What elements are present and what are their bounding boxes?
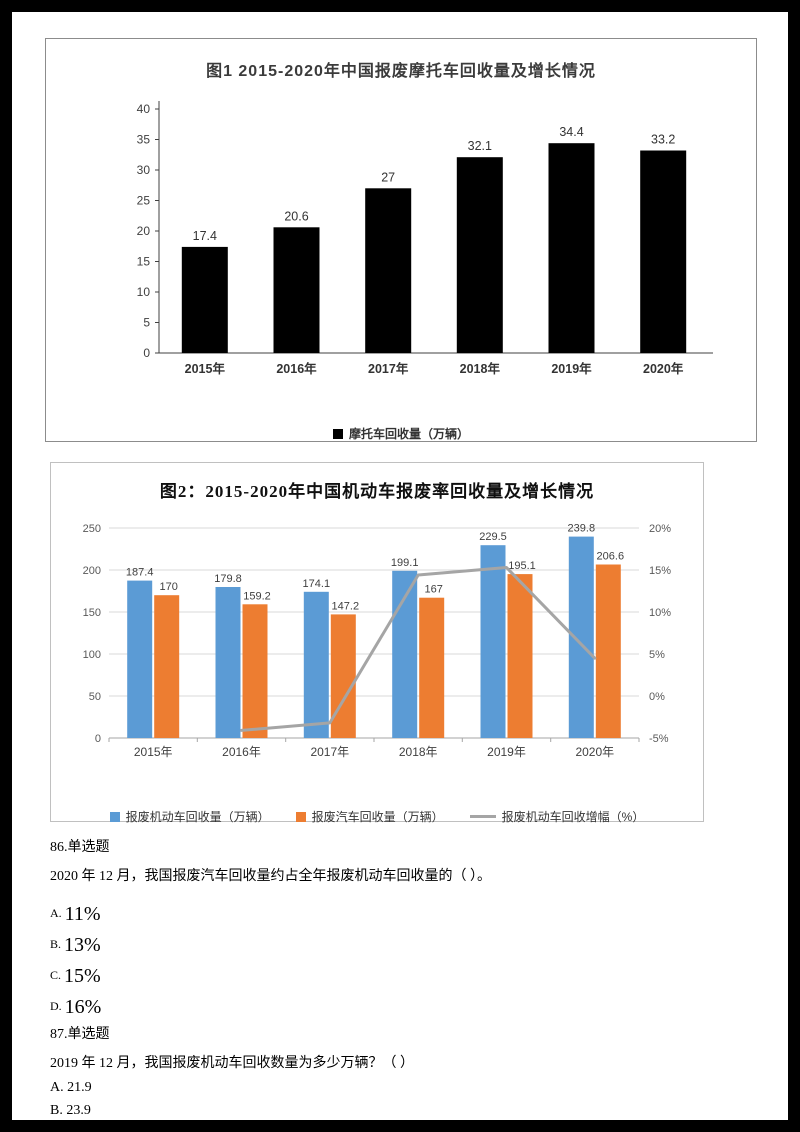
chart1-legend: 摩托车回收量（万辆） xyxy=(46,425,756,442)
question-87-text: 2019 年 12 月，我国报废机动车回收数量为多少万辆？（ ） xyxy=(50,1056,414,1071)
svg-text:0%: 0% xyxy=(649,691,665,703)
chart2-legend: 报废机动车回收量（万辆） 报废汽车回收量（万辆） 报废机动车回收增幅（%） xyxy=(51,808,703,825)
svg-text:10%: 10% xyxy=(649,607,671,619)
svg-text:17.4: 17.4 xyxy=(193,229,217,243)
svg-text:20%: 20% xyxy=(649,523,671,535)
svg-text:2019年: 2019年 xyxy=(487,745,526,759)
svg-text:33.2: 33.2 xyxy=(651,133,675,147)
legend-item-growth: 报废机动车回收增幅（%） xyxy=(469,808,645,825)
option-label: A. xyxy=(50,1080,64,1095)
legend-item-motorcycle: 摩托车回收量（万辆） xyxy=(332,425,469,442)
svg-text:50: 50 xyxy=(89,691,101,703)
svg-text:2018年: 2018年 xyxy=(460,361,501,376)
legend2-label-motor: 报废机动车回收量（万辆） xyxy=(125,810,270,824)
svg-text:2015年: 2015年 xyxy=(134,745,173,759)
svg-text:34.4: 34.4 xyxy=(559,125,583,139)
legend2-swatch-auto xyxy=(295,811,306,822)
svg-text:2017年: 2017年 xyxy=(368,361,409,376)
svg-text:2020年: 2020年 xyxy=(575,745,614,759)
document-page: 图1 2015-2020年中国报废摩托车回收量及增长情况 0 5 10 15 20 25 3… xyxy=(12,12,788,1120)
chart2-panel: 图2：2015-2020年中国机动车报废率回收量及增长情况 0 -5% 50 0% 10… xyxy=(50,462,704,825)
svg-text:167: 167 xyxy=(425,584,443,596)
svg-text:170: 170 xyxy=(160,581,178,593)
svg-text:20.6: 20.6 xyxy=(284,209,308,223)
legend-item-motor-vehicle: 报废机动车回收量（万辆） xyxy=(109,808,270,825)
option-label: C. xyxy=(50,968,62,982)
option-value: 21.9 xyxy=(67,1080,92,1095)
svg-text:2020年: 2020年 xyxy=(643,361,684,376)
question-86-number: 86.单选题 xyxy=(50,840,110,855)
chart1-title: 图1 2015-2020年中国报废摩托车回收量及增长情况 xyxy=(206,63,596,80)
chart1-plot: 0 5 10 15 20 25 30 35 40 17.4 2015年 20.6 2016年 27 2017… xyxy=(51,91,751,403)
question-86-option-a: A. 11% xyxy=(50,893,764,924)
svg-text:2016年: 2016年 xyxy=(222,745,261,759)
option-label: A. xyxy=(50,906,62,920)
question-86-text: 2020 年 12 月，我国报废汽车回收量约占全年报废机动车回收量的（ ）。 xyxy=(50,869,491,884)
question-86-option-b: B. 13% xyxy=(50,924,764,955)
chart2-title: 图2：2015-2020年中国机动车报废率回收量及增长情况 xyxy=(159,482,595,501)
svg-text:2018年: 2018年 xyxy=(399,745,438,759)
svg-text:27: 27 xyxy=(381,170,395,184)
legend1-label: 摩托车回收量（万辆） xyxy=(348,427,469,441)
svg-text:2019年: 2019年 xyxy=(551,361,592,376)
svg-text:2016年: 2016年 xyxy=(276,361,317,376)
svg-text:200: 200 xyxy=(83,565,101,577)
svg-text:250: 250 xyxy=(83,523,101,535)
svg-text:0: 0 xyxy=(95,733,101,745)
legend2-swatch-motor xyxy=(109,811,120,822)
svg-text:2017年: 2017年 xyxy=(310,745,349,759)
option-value: 15% xyxy=(64,965,101,987)
svg-text:179.8: 179.8 xyxy=(214,573,242,585)
svg-text:0: 0 xyxy=(143,346,150,360)
svg-text:25: 25 xyxy=(137,194,151,208)
option-label: D. xyxy=(50,999,62,1013)
questions-section: 86.单选题 2020 年 12 月，我国报废汽车回收量约占全年报废机动车回收量… xyxy=(50,830,764,1120)
svg-text:100: 100 xyxy=(83,649,101,661)
question-86-option-d: D. 16% xyxy=(50,986,764,1017)
svg-text:15%: 15% xyxy=(649,565,671,577)
option-value: 13% xyxy=(64,934,101,956)
svg-text:2015年: 2015年 xyxy=(185,361,226,376)
svg-text:150: 150 xyxy=(83,607,101,619)
svg-text:30: 30 xyxy=(137,163,151,177)
svg-text:15: 15 xyxy=(137,255,151,269)
svg-text:159.2: 159.2 xyxy=(243,590,271,602)
svg-text:239.8: 239.8 xyxy=(568,523,596,535)
chart2-plot: 0 -5% 50 0% 100 5% 150 10% 200 15% 250 20% 187.4 170 2… xyxy=(53,508,701,800)
svg-text:-5%: -5% xyxy=(649,733,669,745)
question-87-number: 87.单选题 xyxy=(50,1027,110,1042)
svg-text:199.1: 199.1 xyxy=(391,557,419,569)
legend1-swatch xyxy=(332,428,343,439)
option-label: B. xyxy=(50,1103,63,1118)
svg-text:5: 5 xyxy=(143,316,150,330)
question-87-option-b: B. 23.9 xyxy=(50,1103,764,1119)
legend2-swatch-growth-line xyxy=(469,815,496,818)
option-label: B. xyxy=(50,937,62,951)
svg-text:195.1: 195.1 xyxy=(508,560,536,572)
legend-item-auto: 报废汽车回收量（万辆） xyxy=(295,808,444,825)
option-value: 16% xyxy=(64,996,102,1018)
svg-text:206.6: 206.6 xyxy=(597,551,625,563)
question-86-option-c: C. 15% xyxy=(50,955,764,986)
svg-text:5%: 5% xyxy=(649,649,665,661)
question-87-option-a: A. 21.9 xyxy=(50,1080,764,1096)
option-value: 23.9 xyxy=(66,1103,91,1118)
svg-text:10: 10 xyxy=(137,285,151,299)
svg-text:40: 40 xyxy=(137,102,151,116)
svg-text:147.2: 147.2 xyxy=(332,600,360,612)
svg-text:187.4: 187.4 xyxy=(126,567,154,579)
svg-text:20: 20 xyxy=(137,224,151,238)
legend2-label-auto: 报废汽车回收量（万辆） xyxy=(311,810,444,824)
chart1-panel: 图1 2015-2020年中国报废摩托车回收量及增长情况 0 5 10 15 20 25 3… xyxy=(45,38,757,442)
option-value: 11% xyxy=(64,903,101,925)
svg-text:35: 35 xyxy=(137,133,151,147)
legend2-label-growth: 报废机动车回收增幅（%） xyxy=(501,810,645,824)
svg-text:174.1: 174.1 xyxy=(303,578,331,590)
svg-text:229.5: 229.5 xyxy=(479,531,507,543)
svg-text:32.1: 32.1 xyxy=(468,139,492,153)
